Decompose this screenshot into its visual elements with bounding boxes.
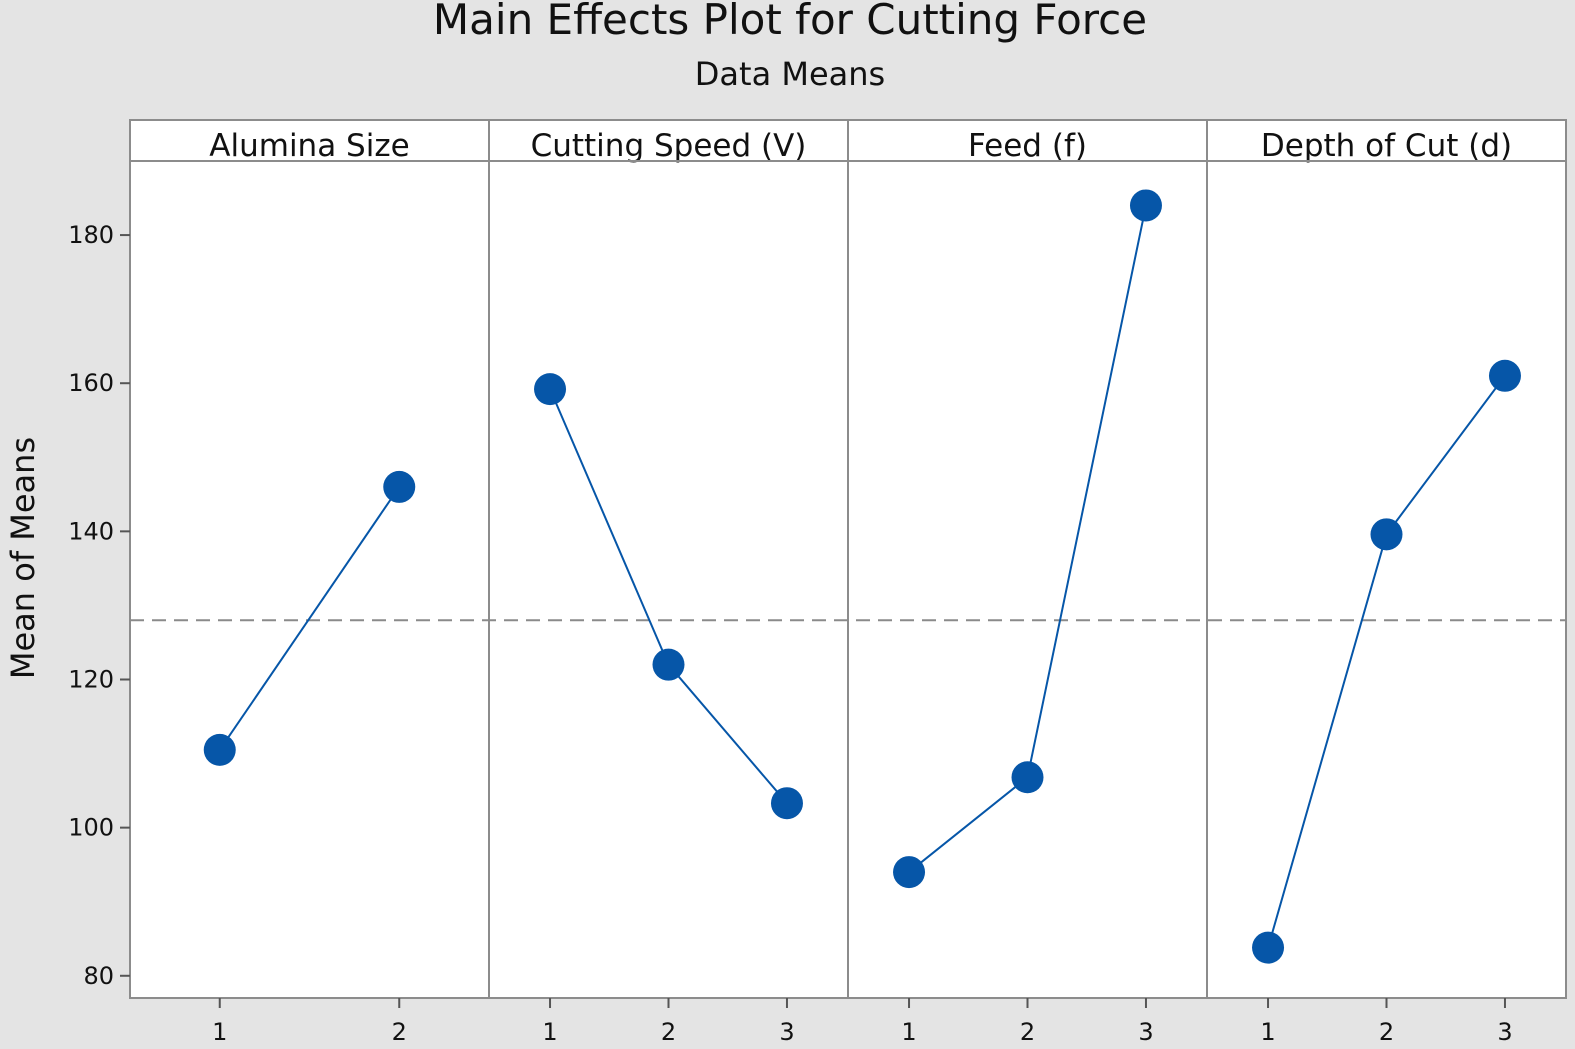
- x-tick-label-4-3: 3: [1497, 1018, 1512, 1044]
- panel-header-2: Cutting Speed (V): [531, 128, 807, 164]
- x-tick-label-2-3: 3: [779, 1018, 794, 1044]
- data-point-1-2: [383, 470, 416, 503]
- y-tick-label-120: 120: [68, 665, 114, 693]
- chart-subtitle: Data Means: [695, 55, 885, 93]
- panel-header-3: Feed (f): [968, 128, 1087, 164]
- y-tick-label-180: 180: [68, 221, 114, 249]
- x-tick-label-1-1: 1: [212, 1018, 227, 1044]
- data-point-3-2: [1011, 761, 1044, 794]
- x-tick-label-2-2: 2: [661, 1018, 676, 1044]
- x-tick-label-3-3: 3: [1138, 1018, 1153, 1044]
- panel-header-1: Alumina Size: [209, 128, 409, 164]
- data-point-4-3: [1488, 359, 1521, 392]
- data-point-4-1: [1252, 931, 1285, 964]
- y-tick-label-100: 100: [68, 814, 114, 842]
- data-point-2-1: [534, 373, 567, 406]
- data-point-3-3: [1129, 189, 1162, 222]
- y-tick-label-160: 160: [68, 369, 114, 397]
- data-point-2-2: [652, 648, 685, 681]
- data-point-4-2: [1370, 518, 1403, 551]
- y-tick-label-140: 140: [68, 517, 114, 545]
- x-tick-label-1-2: 2: [392, 1018, 407, 1044]
- plot-layer: Alumina Size Cutting Speed (V) Feed (f) Dep…: [68, 119, 1567, 1046]
- x-tick-label-3-1: 1: [901, 1018, 916, 1044]
- x-tick-label-3-2: 2: [1020, 1018, 1035, 1044]
- panel-header-4: Depth of Cut (d): [1261, 128, 1512, 164]
- x-tick-label-4-2: 2: [1379, 1018, 1394, 1044]
- plot-frame: [129, 119, 1567, 999]
- series-line-1: [218, 486, 401, 751]
- data-point-3-1: [893, 856, 926, 889]
- y-axis-label: Mean of Means: [4, 437, 42, 679]
- chart-title: Main Effects Plot for Cutting Force: [433, 0, 1147, 44]
- y-tick-label-80: 80: [83, 962, 114, 990]
- x-tick-label-2-1: 1: [542, 1018, 557, 1044]
- data-point-2-3: [770, 787, 803, 820]
- data-point-1-1: [203, 733, 236, 766]
- x-tick-label-4-1: 1: [1260, 1018, 1275, 1044]
